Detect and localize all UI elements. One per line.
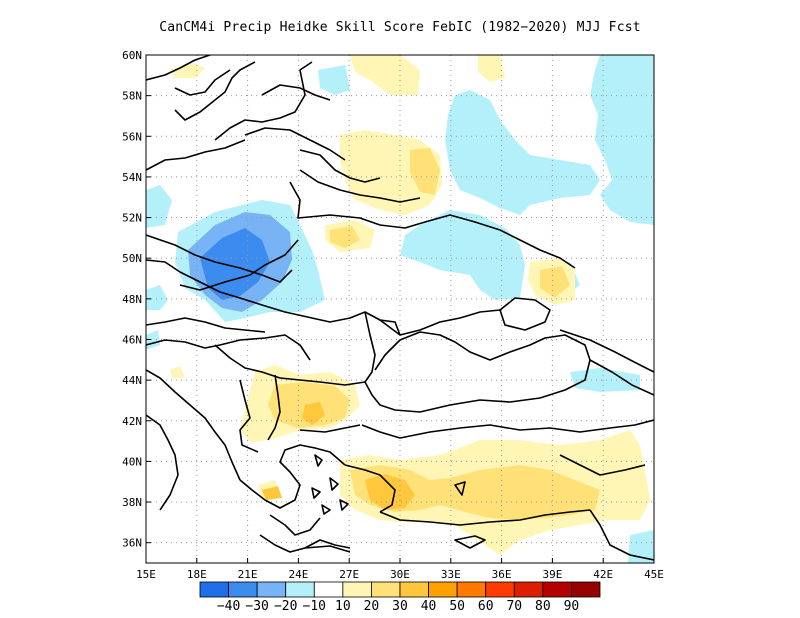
colorbar-swatch bbox=[456, 581, 487, 598]
colorbar-swatch bbox=[542, 581, 572, 598]
y-tick-label: 60N bbox=[122, 49, 142, 62]
colorbar: −40 −30 −20 −10 10 20 30 40 50 60 70 80 90 bbox=[199, 581, 601, 614]
colorbar-swatch bbox=[285, 581, 315, 598]
colorbar-label: 80 bbox=[535, 599, 551, 614]
colorbar-swatch bbox=[485, 581, 515, 598]
colorbar-label: −40 bbox=[217, 599, 240, 614]
skill-region-neg30 bbox=[200, 228, 270, 300]
colorbar-label: 70 bbox=[506, 599, 522, 614]
colorbar-label: −20 bbox=[274, 599, 297, 614]
skill-shading bbox=[146, 55, 654, 563]
colorbar-label: −10 bbox=[303, 599, 326, 614]
x-tick-label: 21E bbox=[238, 568, 258, 581]
y-tick-label: 44N bbox=[122, 374, 142, 387]
y-tick-label: 50N bbox=[122, 252, 142, 265]
colorbar-swatch bbox=[256, 581, 287, 598]
x-tick-label: 15E bbox=[136, 568, 156, 581]
colorbar-swatch bbox=[399, 581, 429, 598]
chart-title: CanCM4i Precip Heidke Skill Score FebIC … bbox=[159, 20, 641, 35]
colorbar-swatch bbox=[199, 581, 229, 598]
coastlines-borders bbox=[146, 55, 654, 561]
colorbar-swatch bbox=[313, 581, 344, 598]
colorbar-label: 20 bbox=[364, 599, 380, 614]
colorbar-label: 50 bbox=[449, 599, 465, 614]
x-tick-label: 39E bbox=[542, 568, 562, 581]
colorbar-label: 90 bbox=[564, 599, 580, 614]
skill-region-pos30 bbox=[262, 402, 415, 510]
colorbar-label: 60 bbox=[478, 599, 494, 614]
x-axis-ticks: 15E 18E 21E 24E 27E 30E 33E 36E 39E 42E 45E bbox=[136, 558, 664, 581]
x-tick-label: 18E bbox=[187, 568, 207, 581]
x-tick-label: 36E bbox=[492, 568, 512, 581]
colorbar-swatch bbox=[228, 581, 258, 598]
x-tick-label: 27E bbox=[339, 568, 359, 581]
colorbar-swatch bbox=[371, 581, 401, 598]
colorbar-swatch bbox=[513, 581, 544, 598]
y-tick-label: 56N bbox=[122, 130, 142, 143]
y-tick-label: 52N bbox=[122, 212, 142, 225]
x-tick-label: 33E bbox=[441, 568, 461, 581]
x-tick-label: 45E bbox=[644, 568, 664, 581]
x-tick-label: 42E bbox=[593, 568, 613, 581]
colorbar-label: 30 bbox=[392, 599, 408, 614]
y-axis-ticks: 36N 38N 40N 42N 44N 46N 48N 50N 52N 54N 56N 58N 60N bbox=[122, 49, 151, 550]
colorbar-swatch bbox=[571, 581, 601, 598]
y-tick-label: 38N bbox=[122, 496, 142, 509]
colorbar-label: 40 bbox=[421, 599, 437, 614]
colorbar-label: 10 bbox=[335, 599, 351, 614]
colorbar-swatch bbox=[342, 581, 372, 598]
y-tick-label: 48N bbox=[122, 293, 142, 306]
x-tick-label: 30E bbox=[390, 568, 410, 581]
y-tick-label: 58N bbox=[122, 90, 142, 103]
y-tick-label: 36N bbox=[122, 537, 142, 550]
y-tick-label: 42N bbox=[122, 415, 142, 428]
colorbar-label: −30 bbox=[245, 599, 268, 614]
y-tick-label: 40N bbox=[122, 455, 142, 468]
x-tick-label: 24E bbox=[288, 568, 308, 581]
colorbar-swatch bbox=[428, 581, 458, 598]
y-tick-label: 54N bbox=[122, 171, 142, 184]
y-tick-label: 46N bbox=[122, 333, 142, 346]
